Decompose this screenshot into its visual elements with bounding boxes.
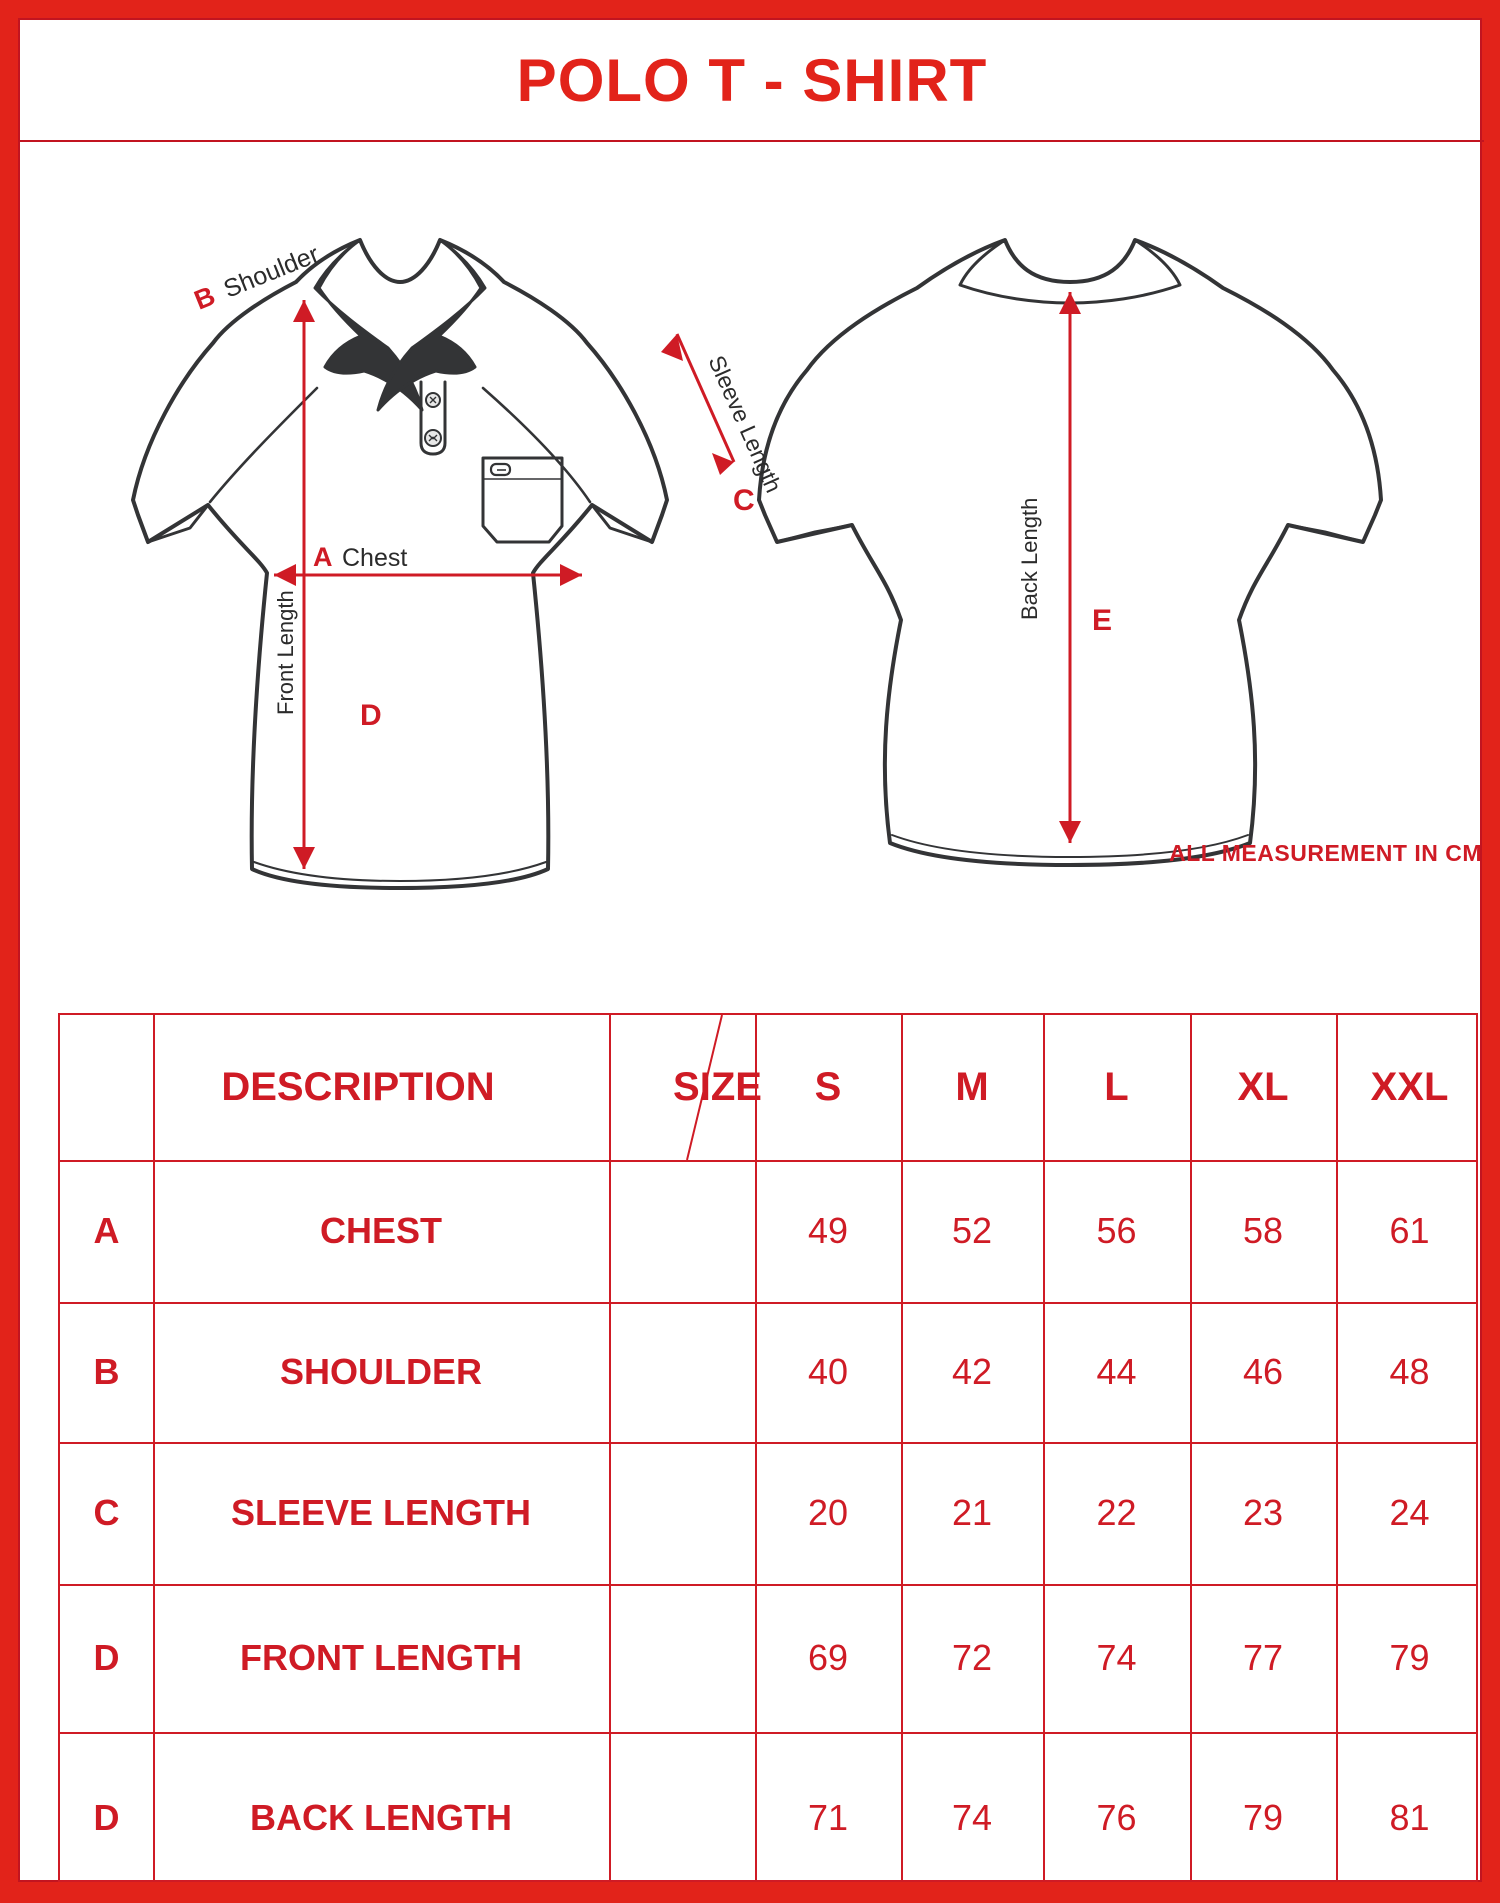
svg-text:Back Length: Back Length [1017, 498, 1042, 620]
svg-text:E: E [1092, 604, 1112, 637]
svg-text:D: D [360, 699, 382, 732]
svg-text:Front Length: Front Length [273, 590, 298, 715]
svg-text:B: B [190, 280, 219, 315]
svg-text:A: A [313, 542, 333, 572]
svg-text:Chest: Chest [342, 544, 407, 572]
svg-text:C: C [733, 484, 755, 517]
